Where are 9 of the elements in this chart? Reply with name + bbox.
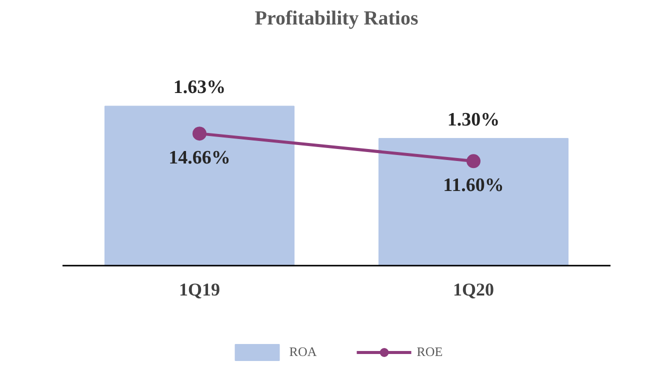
data-label: 1.30% [447,110,500,131]
chart-title: Profitability Ratios [254,8,418,30]
x-tick-label: 1Q20 [453,280,494,300]
legend-label: ROE [416,344,443,360]
data-label: 1.63% [173,77,226,98]
data-label: 14.66% [168,148,230,169]
data-label: 11.60% [443,175,504,196]
x-tick-label: 1Q19 [179,280,220,300]
legend-label: ROA [289,344,317,360]
